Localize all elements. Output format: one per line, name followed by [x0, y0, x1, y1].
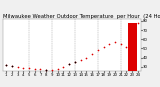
Point: [56, 68, 59, 69]
Point: [102, 46, 105, 47]
Point: [74, 62, 76, 63]
Point: [114, 41, 116, 43]
Point: [68, 63, 70, 65]
Point: [91, 53, 93, 55]
Point: [85, 57, 88, 58]
Point: [16, 66, 19, 67]
Point: [33, 68, 36, 69]
Text: Milwaukee Weather Outdoor Temperature  per Hour  (24 Hours): Milwaukee Weather Outdoor Temperature pe…: [3, 14, 160, 19]
Point: [68, 63, 70, 65]
Point: [108, 43, 111, 45]
Point: [11, 65, 13, 67]
Point: [22, 67, 24, 68]
Point: [51, 69, 53, 70]
Point: [96, 50, 99, 51]
Point: [62, 66, 65, 67]
Point: [74, 62, 76, 63]
Point: [45, 69, 48, 70]
Point: [45, 69, 48, 70]
Point: [120, 43, 122, 45]
Point: [79, 60, 82, 61]
Point: [5, 64, 7, 66]
Point: [137, 22, 139, 23]
Point: [125, 46, 128, 47]
Point: [11, 65, 13, 67]
Bar: [128, 23, 136, 71]
Point: [5, 64, 7, 66]
Point: [131, 37, 133, 38]
Point: [28, 67, 30, 68]
Point: [39, 68, 42, 69]
